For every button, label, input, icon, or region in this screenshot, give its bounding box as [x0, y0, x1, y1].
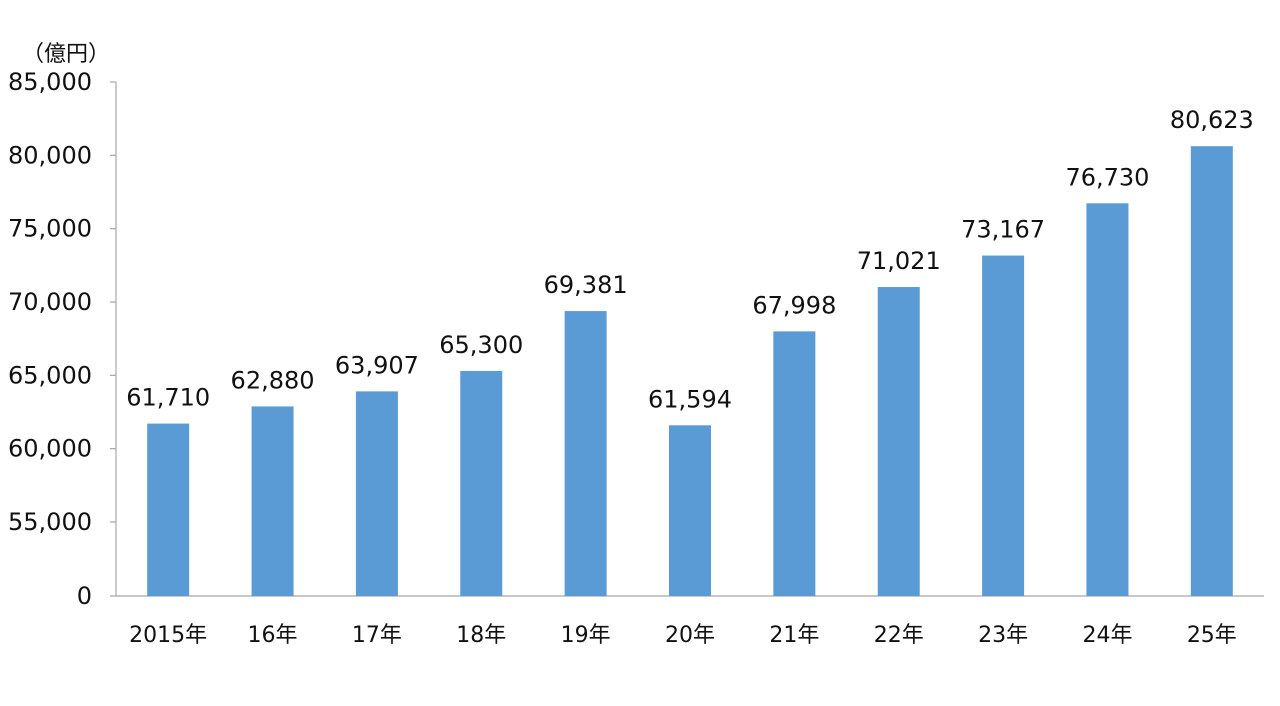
- bar: [773, 331, 816, 596]
- y-tick-label: 65,000: [8, 361, 92, 389]
- x-category-label: 22年: [874, 623, 924, 648]
- bar: [460, 370, 503, 596]
- bar: [251, 406, 294, 596]
- bar: [1190, 146, 1233, 597]
- y-axis-unit-label: （億円）: [22, 42, 111, 67]
- x-category-label: 2015年: [129, 623, 207, 648]
- bar: [982, 255, 1025, 596]
- bar: [355, 391, 398, 596]
- y-tick-label: 85,000: [8, 68, 92, 96]
- data-label: 61,710: [126, 384, 210, 412]
- x-category-label: 16年: [248, 623, 298, 648]
- bar: [877, 287, 920, 596]
- bar: [669, 425, 711, 596]
- x-category-label: 21年: [769, 623, 819, 648]
- y-tick-label: 60,000: [8, 435, 92, 463]
- data-label: 61,594: [648, 385, 732, 413]
- data-label: 63,907: [335, 351, 419, 379]
- data-label: 67,998: [752, 291, 836, 319]
- data-label: 76,730: [1065, 163, 1149, 191]
- bar: [1086, 203, 1129, 596]
- y-tick-label: 55,000: [8, 508, 92, 536]
- y-tick-label: 0: [77, 582, 92, 610]
- data-label: 62,880: [231, 366, 315, 394]
- x-category-label: 24年: [1082, 623, 1132, 648]
- data-label: 69,381: [544, 271, 628, 299]
- x-category-label: 18年: [456, 623, 506, 648]
- bar: [147, 423, 190, 596]
- y-tick-label: 70,000: [8, 288, 92, 316]
- data-label: 80,623: [1170, 106, 1254, 134]
- y-tick-label: 80,000: [8, 141, 92, 169]
- x-category-label: 25年: [1187, 623, 1237, 648]
- x-category-label: 20年: [665, 623, 715, 648]
- y-tick-label: 75,000: [8, 215, 92, 243]
- data-label: 65,300: [439, 331, 523, 359]
- data-label: 73,167: [961, 216, 1045, 244]
- x-category-label: 23年: [978, 623, 1028, 648]
- data-label: 71,021: [857, 247, 941, 275]
- x-category-label: 17年: [352, 623, 402, 648]
- bar: [564, 311, 607, 596]
- x-category-label: 19年: [561, 623, 611, 648]
